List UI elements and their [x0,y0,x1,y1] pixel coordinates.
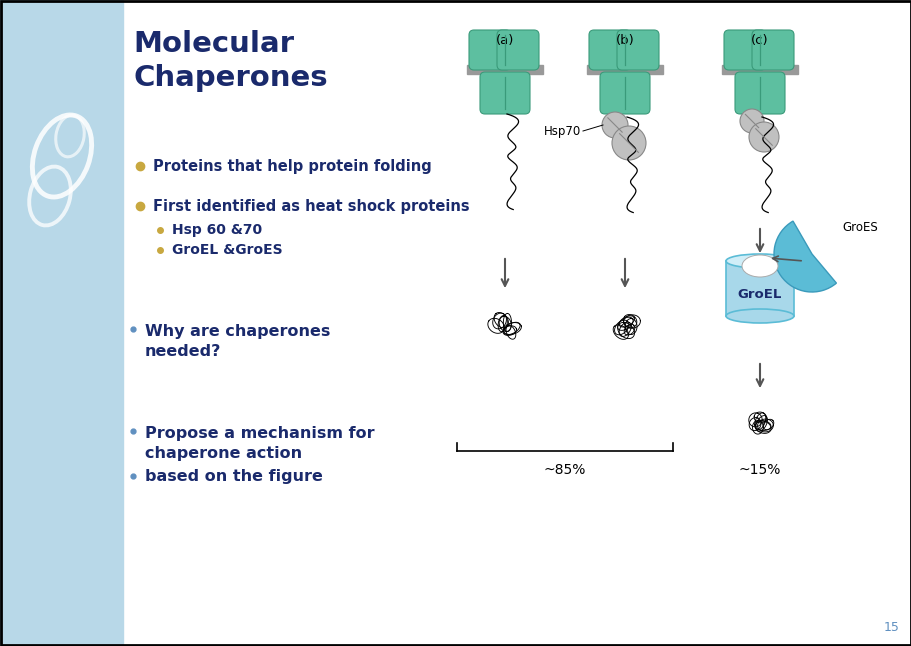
Text: GroEL: GroEL [737,287,782,300]
Text: Hsp 60 &70: Hsp 60 &70 [172,223,261,237]
Text: First identified as heat shock proteins: First identified as heat shock proteins [153,198,469,213]
FancyBboxPatch shape [723,30,765,70]
Circle shape [748,122,778,152]
Ellipse shape [742,255,777,277]
Text: Propose a mechanism for
chaperone action: Propose a mechanism for chaperone action [145,426,374,461]
FancyBboxPatch shape [734,72,784,114]
Bar [466,65,542,74]
Circle shape [611,126,645,160]
Ellipse shape [725,309,793,323]
Text: (c): (c) [751,34,768,47]
Wedge shape [773,221,835,292]
Text: Hsp70: Hsp70 [543,125,580,138]
FancyBboxPatch shape [468,30,510,70]
FancyBboxPatch shape [617,30,659,70]
Text: ~15%: ~15% [738,463,781,477]
Bar [0,0,123,646]
Text: based on the figure: based on the figure [145,468,322,483]
FancyBboxPatch shape [752,30,793,70]
Text: (a): (a) [496,34,514,47]
Text: ~85%: ~85% [543,463,586,477]
FancyBboxPatch shape [496,30,538,70]
Bar [725,261,793,316]
Text: GroES: GroES [841,220,876,233]
Text: (b): (b) [615,34,634,47]
Bar [587,65,662,74]
Text: Why are chaperones
needed?: Why are chaperones needed? [145,324,330,359]
FancyBboxPatch shape [479,72,529,114]
FancyBboxPatch shape [589,30,630,70]
Bar [722,65,797,74]
Text: Proteins that help protein folding: Proteins that help protein folding [153,158,431,174]
FancyBboxPatch shape [599,72,650,114]
Text: GroEL &GroES: GroEL &GroES [172,243,282,257]
Circle shape [739,109,763,133]
Ellipse shape [725,254,793,268]
Circle shape [601,112,628,138]
Text: 15: 15 [883,621,899,634]
Text: Molecular
Chaperones: Molecular Chaperones [133,30,327,92]
